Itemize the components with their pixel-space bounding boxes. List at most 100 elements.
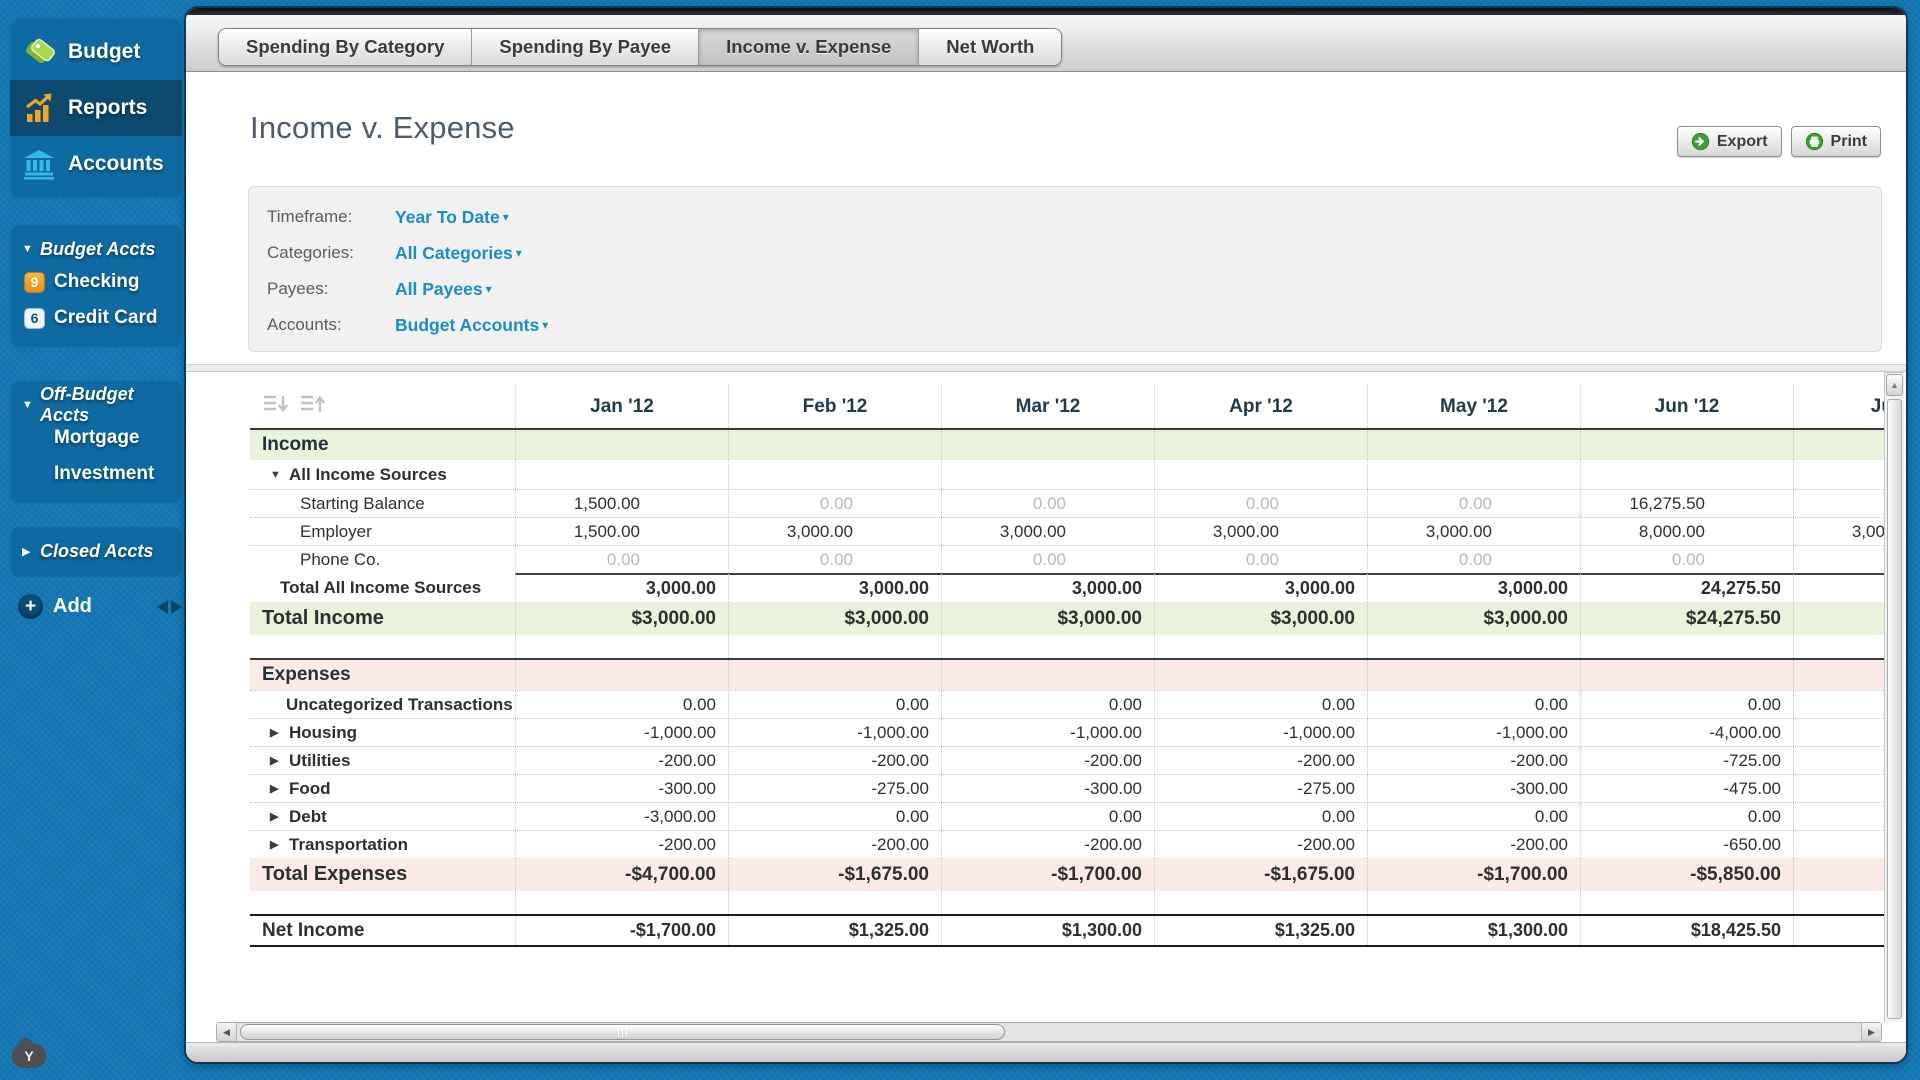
- value-cell: [515, 460, 728, 489]
- value-cell: -$1,700.00: [1367, 858, 1580, 891]
- app-logo[interactable]: Y: [12, 1038, 46, 1068]
- filter-dropdown-categories[interactable]: All Categories: [395, 242, 513, 263]
- value-cell: [1367, 460, 1580, 489]
- row-label: Employer: [300, 521, 372, 541]
- value-cell: [1154, 891, 1367, 914]
- print-icon: [1805, 132, 1823, 151]
- row-label: Total Income: [262, 607, 384, 629]
- tab-income-v-expense[interactable]: Income v. Expense: [698, 29, 919, 65]
- sidebar-section-closed-accts: ▶ Closed Accts: [10, 526, 182, 578]
- sidebar-item-reports[interactable]: Reports: [10, 80, 182, 136]
- export-button[interactable]: Export: [1676, 126, 1782, 157]
- tab-net-worth[interactable]: Net Worth: [918, 29, 1062, 65]
- month-header: Feb '12: [728, 385, 941, 428]
- triangle-down-icon: ▼: [22, 243, 33, 255]
- value-cell: -$5,850.00: [1580, 858, 1793, 891]
- vertical-scroll-thumb[interactable]: [1887, 399, 1902, 1019]
- value-cell: 0.00: [515, 546, 728, 573]
- value-cell: [728, 460, 941, 489]
- tab-spending-by-category[interactable]: Spending By Category: [219, 29, 472, 65]
- scroll-right-arrow[interactable]: ▶: [1861, 1023, 1881, 1041]
- section-title: Closed Accts: [40, 540, 154, 561]
- filter-dropdown-payees[interactable]: All Payees: [395, 278, 483, 299]
- value-cell: $1,300.00: [1367, 916, 1580, 945]
- row-transportation: ▶ Transportation -200.00 -200.00 -200.00 -200…: [250, 830, 1884, 858]
- value-cell: 0.00: [1154, 490, 1367, 517]
- value-cell: [941, 660, 1154, 690]
- sidebar-item-mortgage[interactable]: Mortgage: [10, 420, 182, 456]
- sidebar-item-budget[interactable]: Budget: [10, 24, 182, 80]
- thumb-grip: [626, 1027, 628, 1037]
- vertical-scrollbar[interactable]: ▲: [1884, 372, 1904, 1022]
- sidebar-section-header-off-budget-accts[interactable]: ▼ Off-Budget Accts: [10, 384, 182, 425]
- row-spacer: [250, 635, 1884, 658]
- value-cell: -$1,675.00: [728, 858, 941, 891]
- value-cell: [941, 891, 1154, 914]
- print-button[interactable]: Print: [1790, 126, 1881, 157]
- sidebar-item-checking[interactable]: 9 Checking: [10, 264, 182, 300]
- value-cell: -3,000.00: [515, 803, 728, 830]
- collapse-all-icon[interactable]: [299, 393, 326, 416]
- value-cell: -1,000.00: [941, 719, 1154, 746]
- sidebar-resize-handle[interactable]: [157, 599, 182, 614]
- scroll-up-arrow[interactable]: ▲: [1886, 374, 1903, 396]
- row-label-cell: Uncategorized Transactions: [250, 691, 515, 718]
- value-cell: 0.00: [1367, 490, 1580, 517]
- filter-label: Categories:: [267, 243, 354, 262]
- horizontal-scroll-thumb[interactable]: [240, 1024, 1006, 1040]
- value-cell: [1793, 691, 1884, 718]
- value-cell: $3,000.00: [1154, 602, 1367, 635]
- account-count-badge: 9: [24, 271, 45, 293]
- add-icon[interactable]: +: [18, 594, 43, 619]
- filter-dropdown-accounts[interactable]: Budget Accounts: [395, 314, 540, 335]
- value-cell: [1154, 660, 1367, 690]
- row-label: Transportation: [289, 834, 409, 854]
- row-expenses: Expenses: [250, 658, 1884, 690]
- account-label: Investment: [54, 463, 155, 484]
- value-cell: -$1,700.00: [941, 858, 1154, 891]
- scroll-left-arrow[interactable]: ◀: [217, 1023, 237, 1041]
- export-label: Export: [1716, 132, 1768, 150]
- triangle-right-icon: ▶: [270, 839, 279, 851]
- value-cell: 1,500.00: [515, 490, 728, 517]
- row-label-cell[interactable]: ▶ Food: [250, 775, 515, 802]
- sidebar-section-off-budget-accts: ▼ Off-Budget Accts Mortgage Investment: [10, 380, 182, 504]
- row-label: Housing: [289, 722, 357, 742]
- month-header: Jan '12: [515, 385, 728, 428]
- value-cell: -200.00: [941, 747, 1154, 774]
- sidebar-item-label: Accounts: [68, 152, 164, 175]
- row-label-cell[interactable]: ▶ Housing: [250, 719, 515, 746]
- filter-dropdown-timeframe[interactable]: Year To Date: [395, 206, 500, 227]
- sidebar-section-header-budget-accts[interactable]: ▼ Budget Accts: [10, 234, 182, 264]
- value-cell: [1580, 891, 1793, 914]
- value-cell: [941, 635, 1154, 658]
- row-label-cell[interactable]: ▶ Transportation: [250, 831, 515, 858]
- sidebar-item-accounts[interactable]: Accounts: [10, 136, 182, 192]
- sidebar-section-header-closed-accts[interactable]: ▶ Closed Accts: [10, 536, 182, 566]
- add-account-button[interactable]: Add: [53, 595, 92, 617]
- filter-row-payees: Payees: All Payees ▾: [267, 271, 1881, 307]
- horizontal-scrollbar[interactable]: ◀ ▶: [216, 1022, 1882, 1042]
- chevron-down-icon: ▾: [485, 282, 492, 296]
- chevron-down-icon: ▾: [542, 318, 549, 332]
- value-cell: -200.00: [728, 747, 941, 774]
- row-employer: Employer 1,500.00 3,000.00 3,000.00 3,000.00…: [250, 517, 1884, 545]
- value-cell: [941, 430, 1154, 460]
- value-cell: 0.00: [1367, 803, 1580, 830]
- value-cell: 0.00: [1580, 803, 1793, 830]
- row-label-cell[interactable]: ▼ All Income Sources: [250, 460, 515, 489]
- row-label-cell: Phone Co.: [250, 546, 515, 573]
- row-label-cell[interactable]: ▶ Utilities: [250, 747, 515, 774]
- value-cell: [1367, 430, 1580, 460]
- add-account-row: + Add: [10, 594, 182, 619]
- report-toolbar: Spending By Category Spending By Payee Inc…: [186, 15, 1906, 72]
- row-debt: ▶ Debt -3,000.00 0.00 0.00 0.00 0.00 0.00: [250, 802, 1884, 830]
- tags-icon: [22, 35, 56, 69]
- row-label-cell[interactable]: ▶ Debt: [250, 803, 515, 830]
- tab-spending-by-payee[interactable]: Spending By Payee: [471, 29, 699, 65]
- sidebar-item-investment[interactable]: Investment: [10, 456, 182, 492]
- expand-all-icon[interactable]: [262, 393, 289, 416]
- value-cell: $1,300.00: [941, 916, 1154, 945]
- value-cell: [1793, 573, 1884, 602]
- sidebar-item-credit-card[interactable]: 6 Credit Card: [10, 300, 182, 336]
